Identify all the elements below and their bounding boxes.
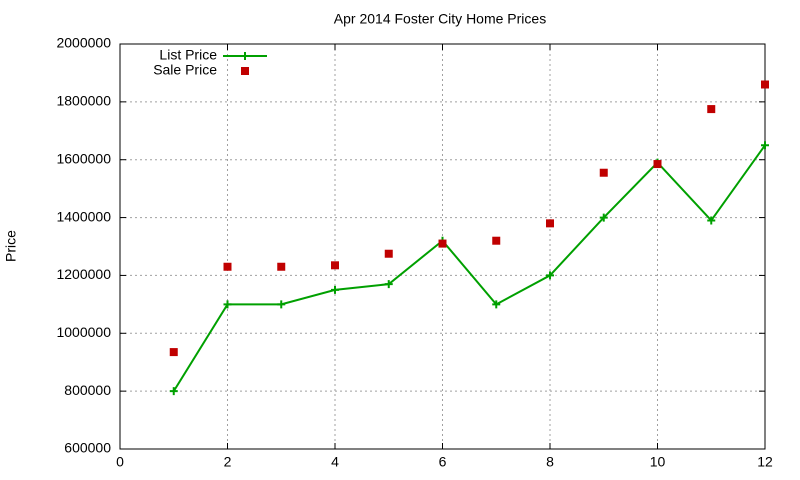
data-point — [492, 300, 501, 309]
data-point — [707, 216, 716, 225]
y-tick-label: 1400000 — [56, 208, 111, 224]
data-point — [546, 219, 554, 228]
y-tick-label: 2000000 — [56, 35, 111, 51]
plot-border — [119, 43, 766, 450]
data-point — [169, 387, 178, 396]
x-tick-label: 6 — [439, 454, 447, 470]
data-point — [277, 262, 286, 271]
data-point — [277, 300, 286, 309]
data-point — [384, 280, 393, 289]
x-tick-label: 0 — [116, 454, 124, 470]
data-point — [169, 348, 178, 357]
data-point — [223, 262, 232, 271]
x-tick-label: 8 — [546, 454, 554, 470]
y-tick-label: 600000 — [64, 440, 111, 456]
data-point — [492, 236, 501, 245]
data-point — [438, 239, 447, 248]
x-tick-label: 2 — [224, 454, 232, 470]
data-point — [761, 80, 769, 89]
data-point — [761, 141, 769, 150]
data-point — [599, 168, 608, 177]
data-point — [653, 160, 662, 169]
x-tick-label: 12 — [757, 454, 773, 470]
legend-marker — [241, 52, 249, 60]
data-point — [331, 261, 339, 270]
data-point — [331, 285, 339, 294]
x-tick-label: 4 — [331, 454, 339, 470]
y-tick-label: 800000 — [64, 382, 111, 398]
legend-marker — [241, 67, 249, 75]
x-tick-label: 10 — [650, 454, 666, 470]
series-line — [172, 144, 766, 392]
data-point — [384, 249, 393, 258]
chart-title: Apr 2014 Foster City Home Prices — [334, 11, 546, 27]
data-point — [707, 105, 716, 114]
y-tick-label: 1800000 — [56, 93, 111, 109]
data-point — [223, 300, 232, 309]
data-point — [546, 271, 554, 280]
y-tick-label: 1600000 — [56, 150, 111, 166]
data-point — [599, 213, 608, 222]
legend-label: Sale Price — [153, 62, 217, 78]
legend-label: List Price — [159, 47, 217, 63]
y-tick-label: 1000000 — [56, 324, 111, 340]
y-axis-label: Price — [3, 230, 19, 262]
y-tick-label: 1200000 — [56, 266, 111, 282]
